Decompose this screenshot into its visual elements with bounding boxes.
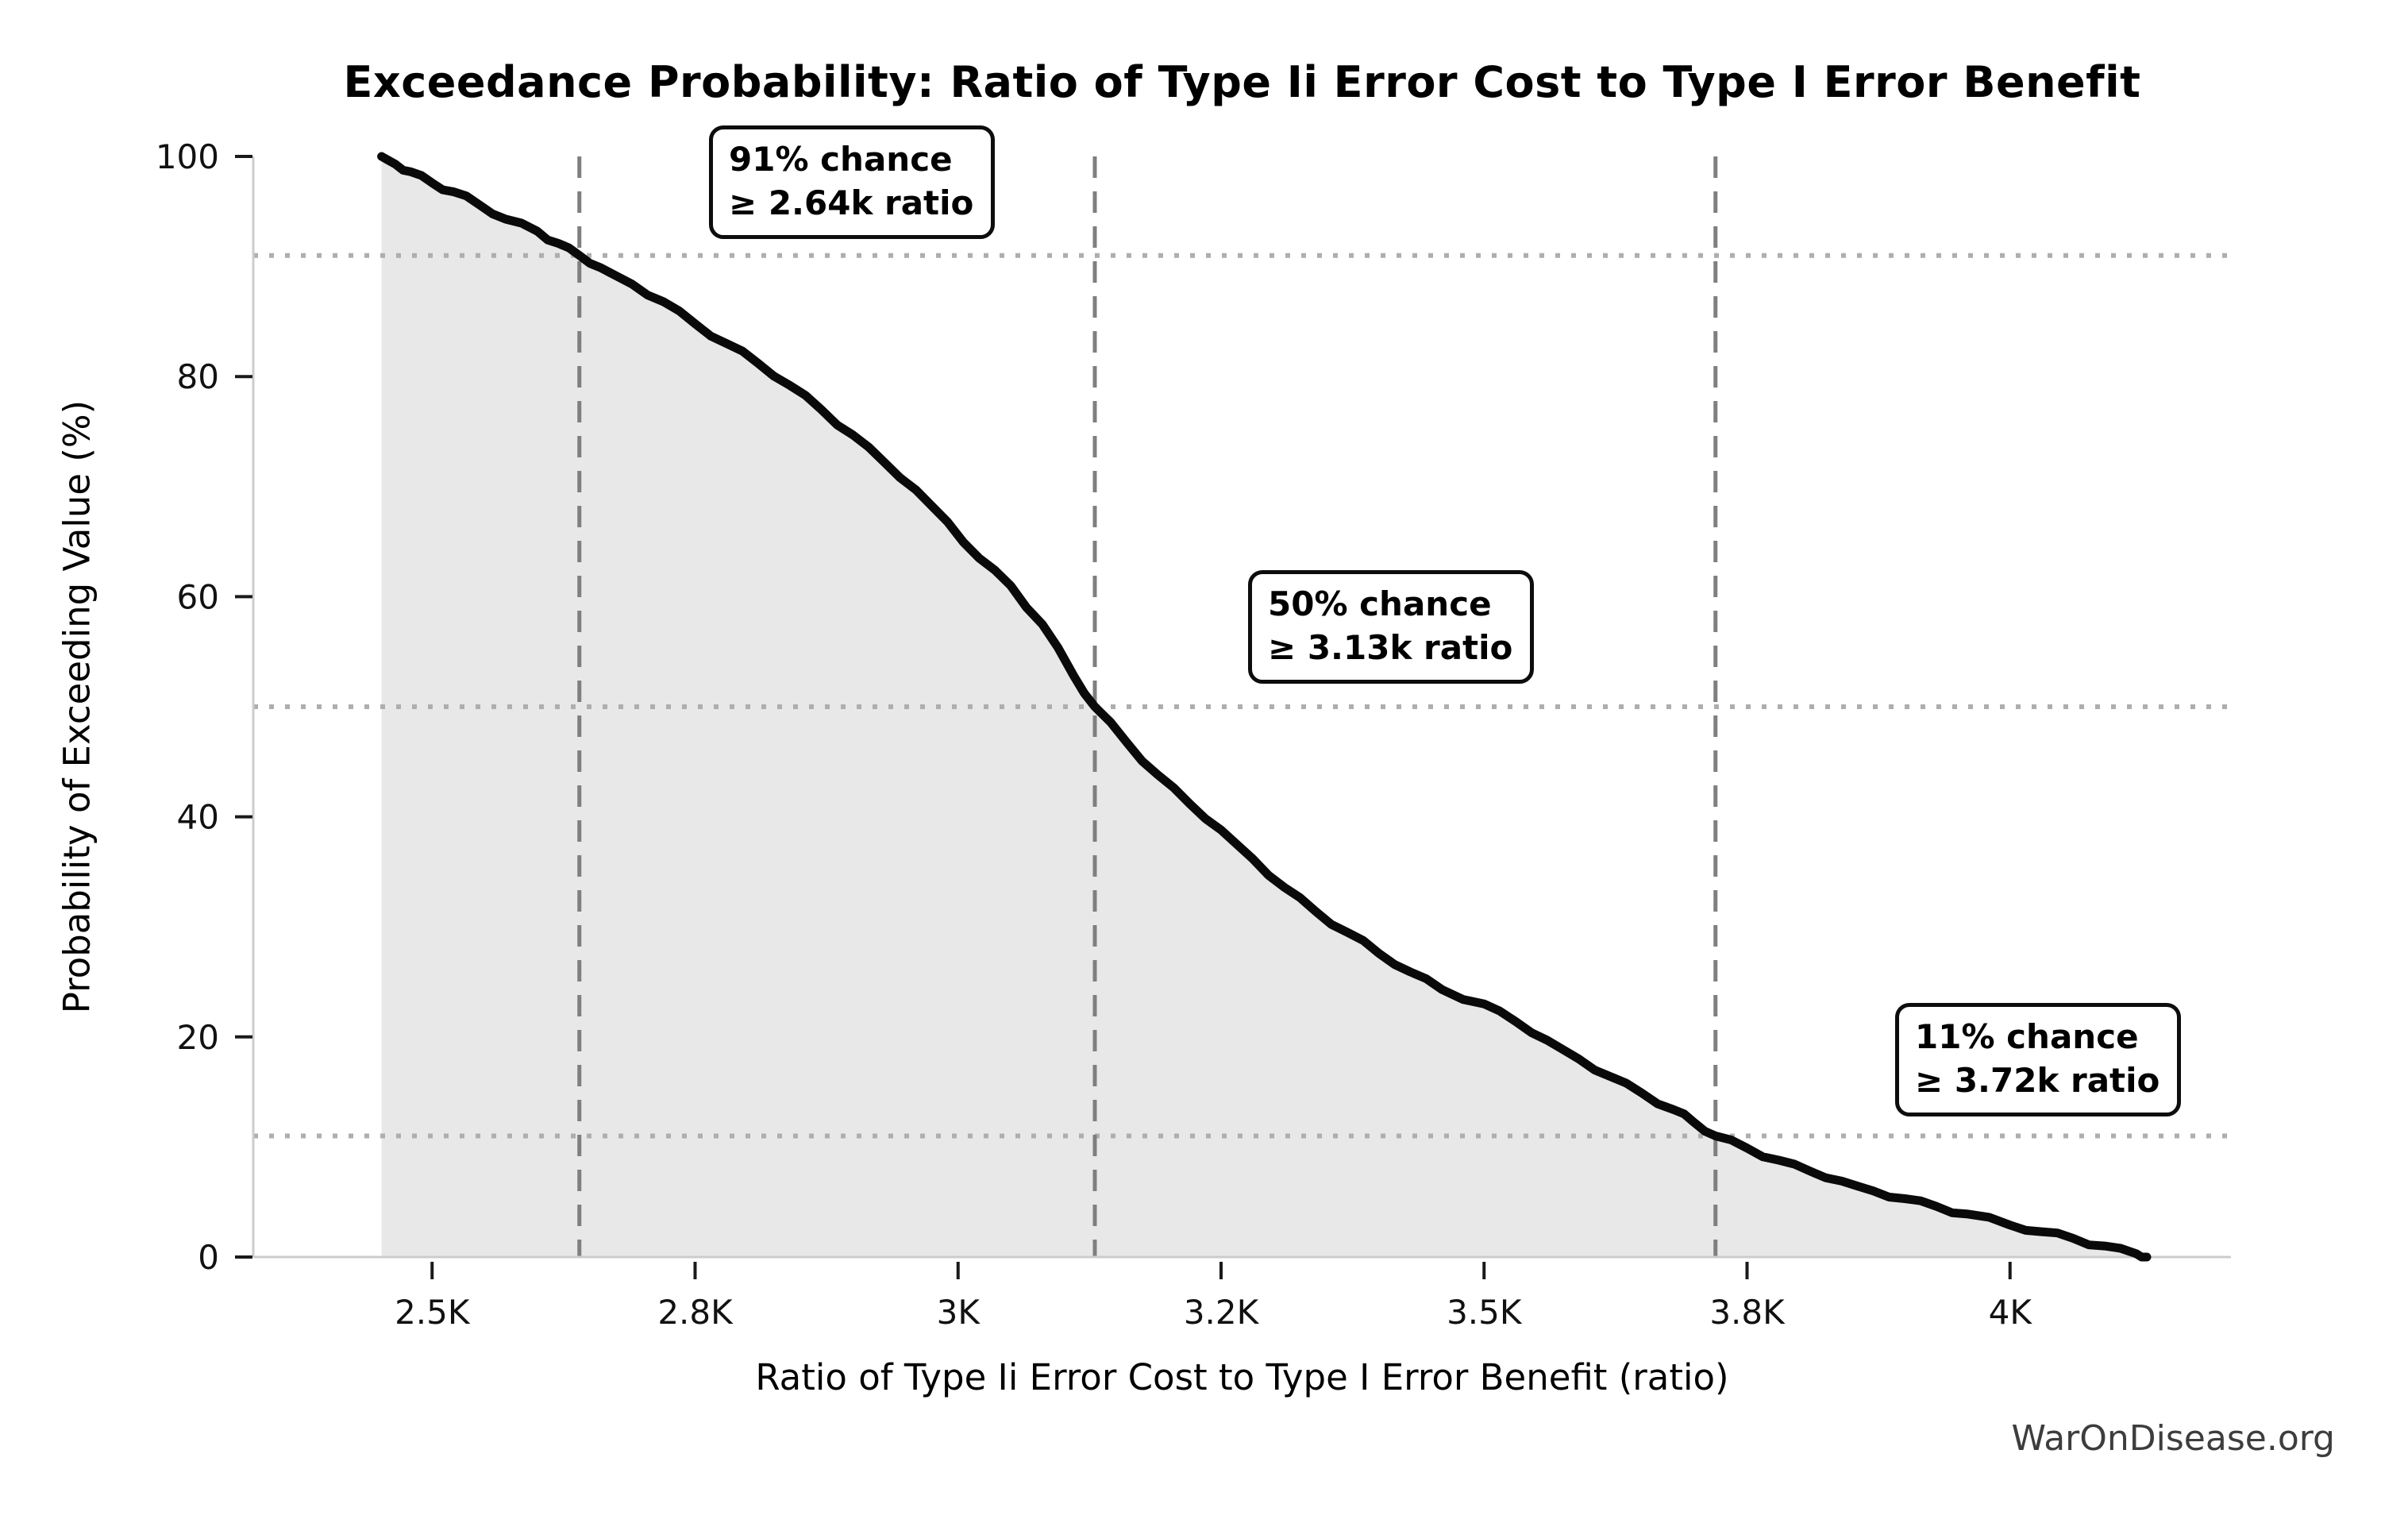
y-tick-label: 20 xyxy=(177,1018,219,1057)
annotation-line: 50% chance xyxy=(1268,584,1492,623)
x-tick-label: 3.5K xyxy=(1447,1293,1523,1332)
x-tick-label: 2.5K xyxy=(395,1293,471,1332)
exceedance-curve xyxy=(377,152,2152,1262)
annotation-line: 11% chance xyxy=(1915,1017,2139,1056)
y-tick-label: 80 xyxy=(177,357,219,396)
annotation-50-percent: 50% chance ≥ 3.13k ratio xyxy=(1248,570,1535,684)
y-tick-label: 100 xyxy=(156,137,219,176)
y-tick-label: 40 xyxy=(177,798,219,837)
y-axis-label: Probability of Exceeding Value (%) xyxy=(56,399,98,1014)
annotation-line: 91% chance xyxy=(729,140,953,179)
x-tick-label: 3K xyxy=(937,1293,981,1332)
chart-title: Exceedance Probability: Ratio of Type Ii… xyxy=(343,57,2141,107)
x-axis-label: Ratio of Type Ii Error Cost to Type I Er… xyxy=(755,1356,1729,1398)
annotation-91-percent: 91% chance ≥ 2.64k ratio xyxy=(709,125,996,239)
curve-fill-area xyxy=(381,156,2147,1257)
x-tick-label: 2.8K xyxy=(657,1293,734,1332)
watermark: WarOnDisease.org xyxy=(2011,1418,2335,1459)
x-tick-label: 4K xyxy=(1989,1293,2033,1332)
y-tick-label: 0 xyxy=(198,1238,219,1277)
annotation-line: ≥ 3.13k ratio xyxy=(1268,628,1513,668)
x-tick-label: 3.8K xyxy=(1709,1293,1786,1332)
annotation-line: ≥ 2.64k ratio xyxy=(729,183,974,223)
y-tick-label: 60 xyxy=(177,577,219,616)
annotation-line: ≥ 3.72k ratio xyxy=(1915,1061,2160,1101)
annotation-11-percent: 11% chance ≥ 3.72k ratio xyxy=(1895,1003,2182,1116)
x-tick-label: 3.2K xyxy=(1184,1293,1260,1332)
